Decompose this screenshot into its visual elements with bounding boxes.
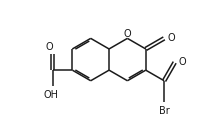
Text: O: O — [124, 29, 131, 39]
Text: Br: Br — [159, 106, 170, 116]
Text: O: O — [168, 33, 176, 43]
Text: O: O — [178, 57, 186, 67]
Text: O: O — [45, 42, 53, 52]
Text: OH: OH — [44, 90, 59, 100]
